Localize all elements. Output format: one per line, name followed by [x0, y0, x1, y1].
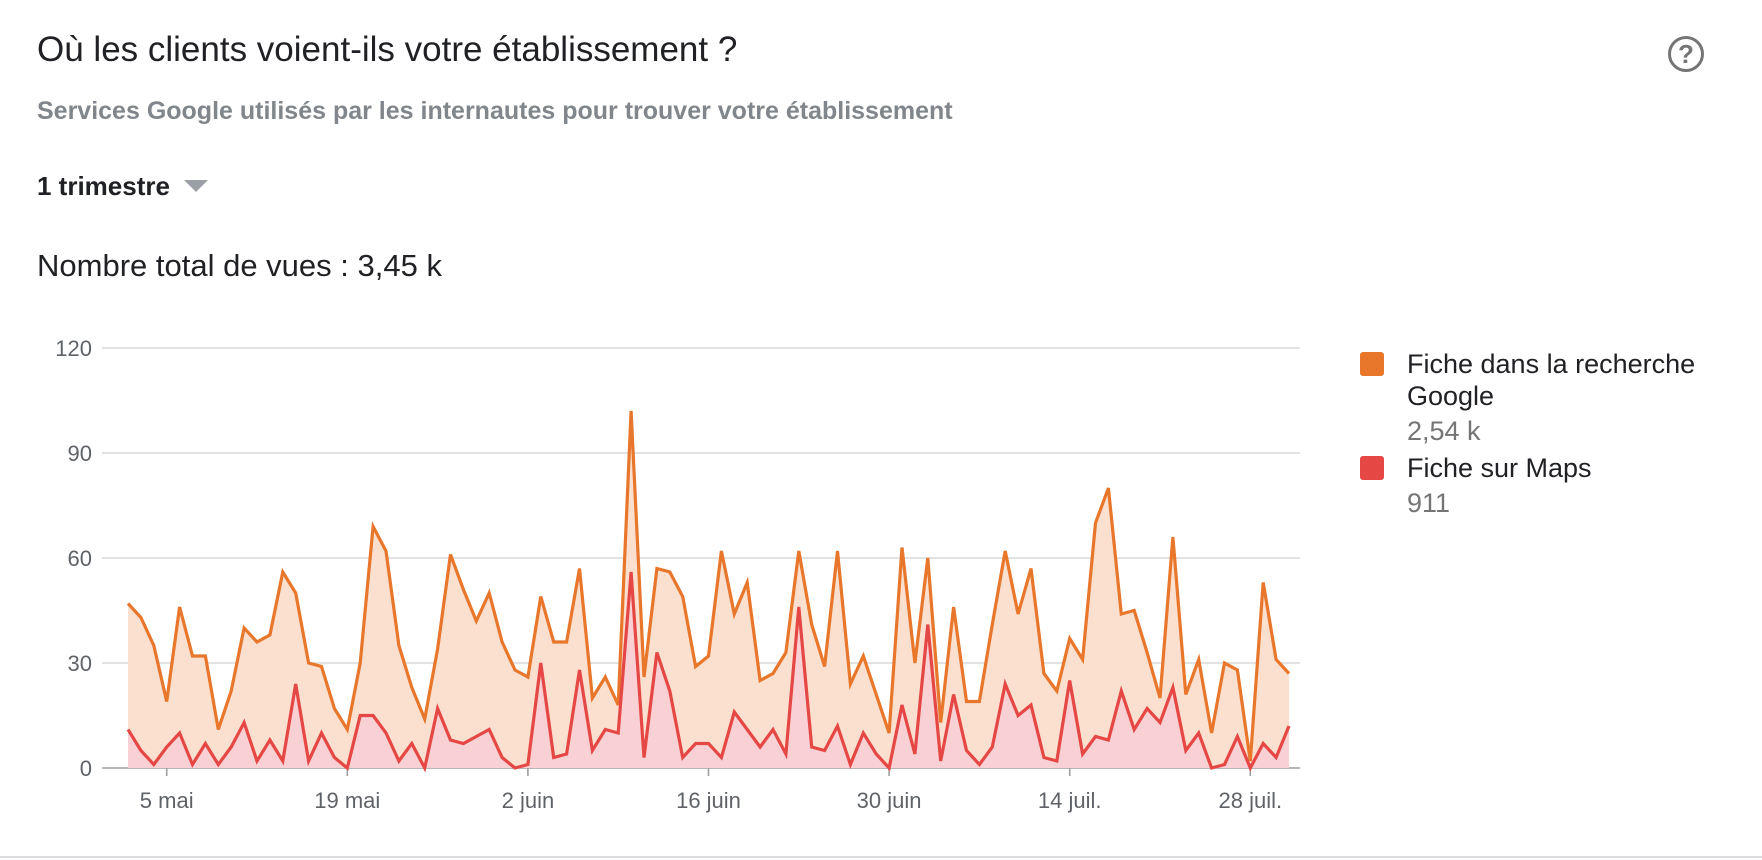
chart-legend: Fiche dans la recherche Google 2,54 k Fi…	[1360, 348, 1740, 524]
y-tick-label: 30	[68, 651, 92, 676]
legend-value-search: 2,54 k	[1407, 416, 1481, 446]
x-tick-label: 2 juin	[502, 788, 555, 813]
page-title: Où les clients voient-ils votre établiss…	[37, 30, 738, 69]
x-tick-label: 30 juin	[857, 788, 922, 813]
page-subtitle: Services Google utilisés par les interna…	[37, 97, 953, 125]
bottom-divider	[0, 856, 1762, 858]
legend-value-maps: 911	[1407, 488, 1451, 518]
total-views: Nombre total de vues : 3,45 k	[37, 248, 442, 283]
help-circle-icon[interactable]: ?	[1668, 36, 1704, 72]
series-line-1	[126, 571, 1291, 773]
series-area-0	[128, 411, 1289, 768]
x-tick-label: 5 mai	[140, 788, 194, 813]
y-tick-label: 90	[68, 441, 92, 466]
legend-swatch-search	[1360, 352, 1384, 376]
legend-swatch-maps	[1360, 456, 1384, 480]
series-line-0	[126, 410, 1291, 762]
x-tick-label: 19 mai	[314, 788, 380, 813]
period-dropdown[interactable]: 1 trimestre	[37, 171, 208, 202]
y-tick-label: 60	[68, 546, 92, 571]
y-tick-label: 0	[80, 756, 92, 781]
views-chart: 0 30 60 90 120 5 mai 19 mai 2 juin 16 juin 30 jui…	[55, 336, 1300, 813]
legend-label-search: Fiche dans la recherche Google	[1407, 349, 1696, 411]
legend-item-maps[interactable]: Fiche sur Maps 911	[1360, 452, 1740, 522]
legend-label-maps: Fiche sur Maps	[1407, 453, 1592, 483]
chevron-down-icon	[183, 180, 208, 193]
period-dropdown-label: 1 trimestre	[37, 171, 170, 201]
x-tick-label: 28 juil.	[1219, 788, 1283, 813]
legend-item-search[interactable]: Fiche dans la recherche Google 2,54 k	[1360, 348, 1740, 450]
x-tick-label: 16 juin	[676, 788, 741, 813]
x-tick-label: 14 juil.	[1038, 788, 1102, 813]
y-tick-label: 120	[55, 336, 92, 361]
